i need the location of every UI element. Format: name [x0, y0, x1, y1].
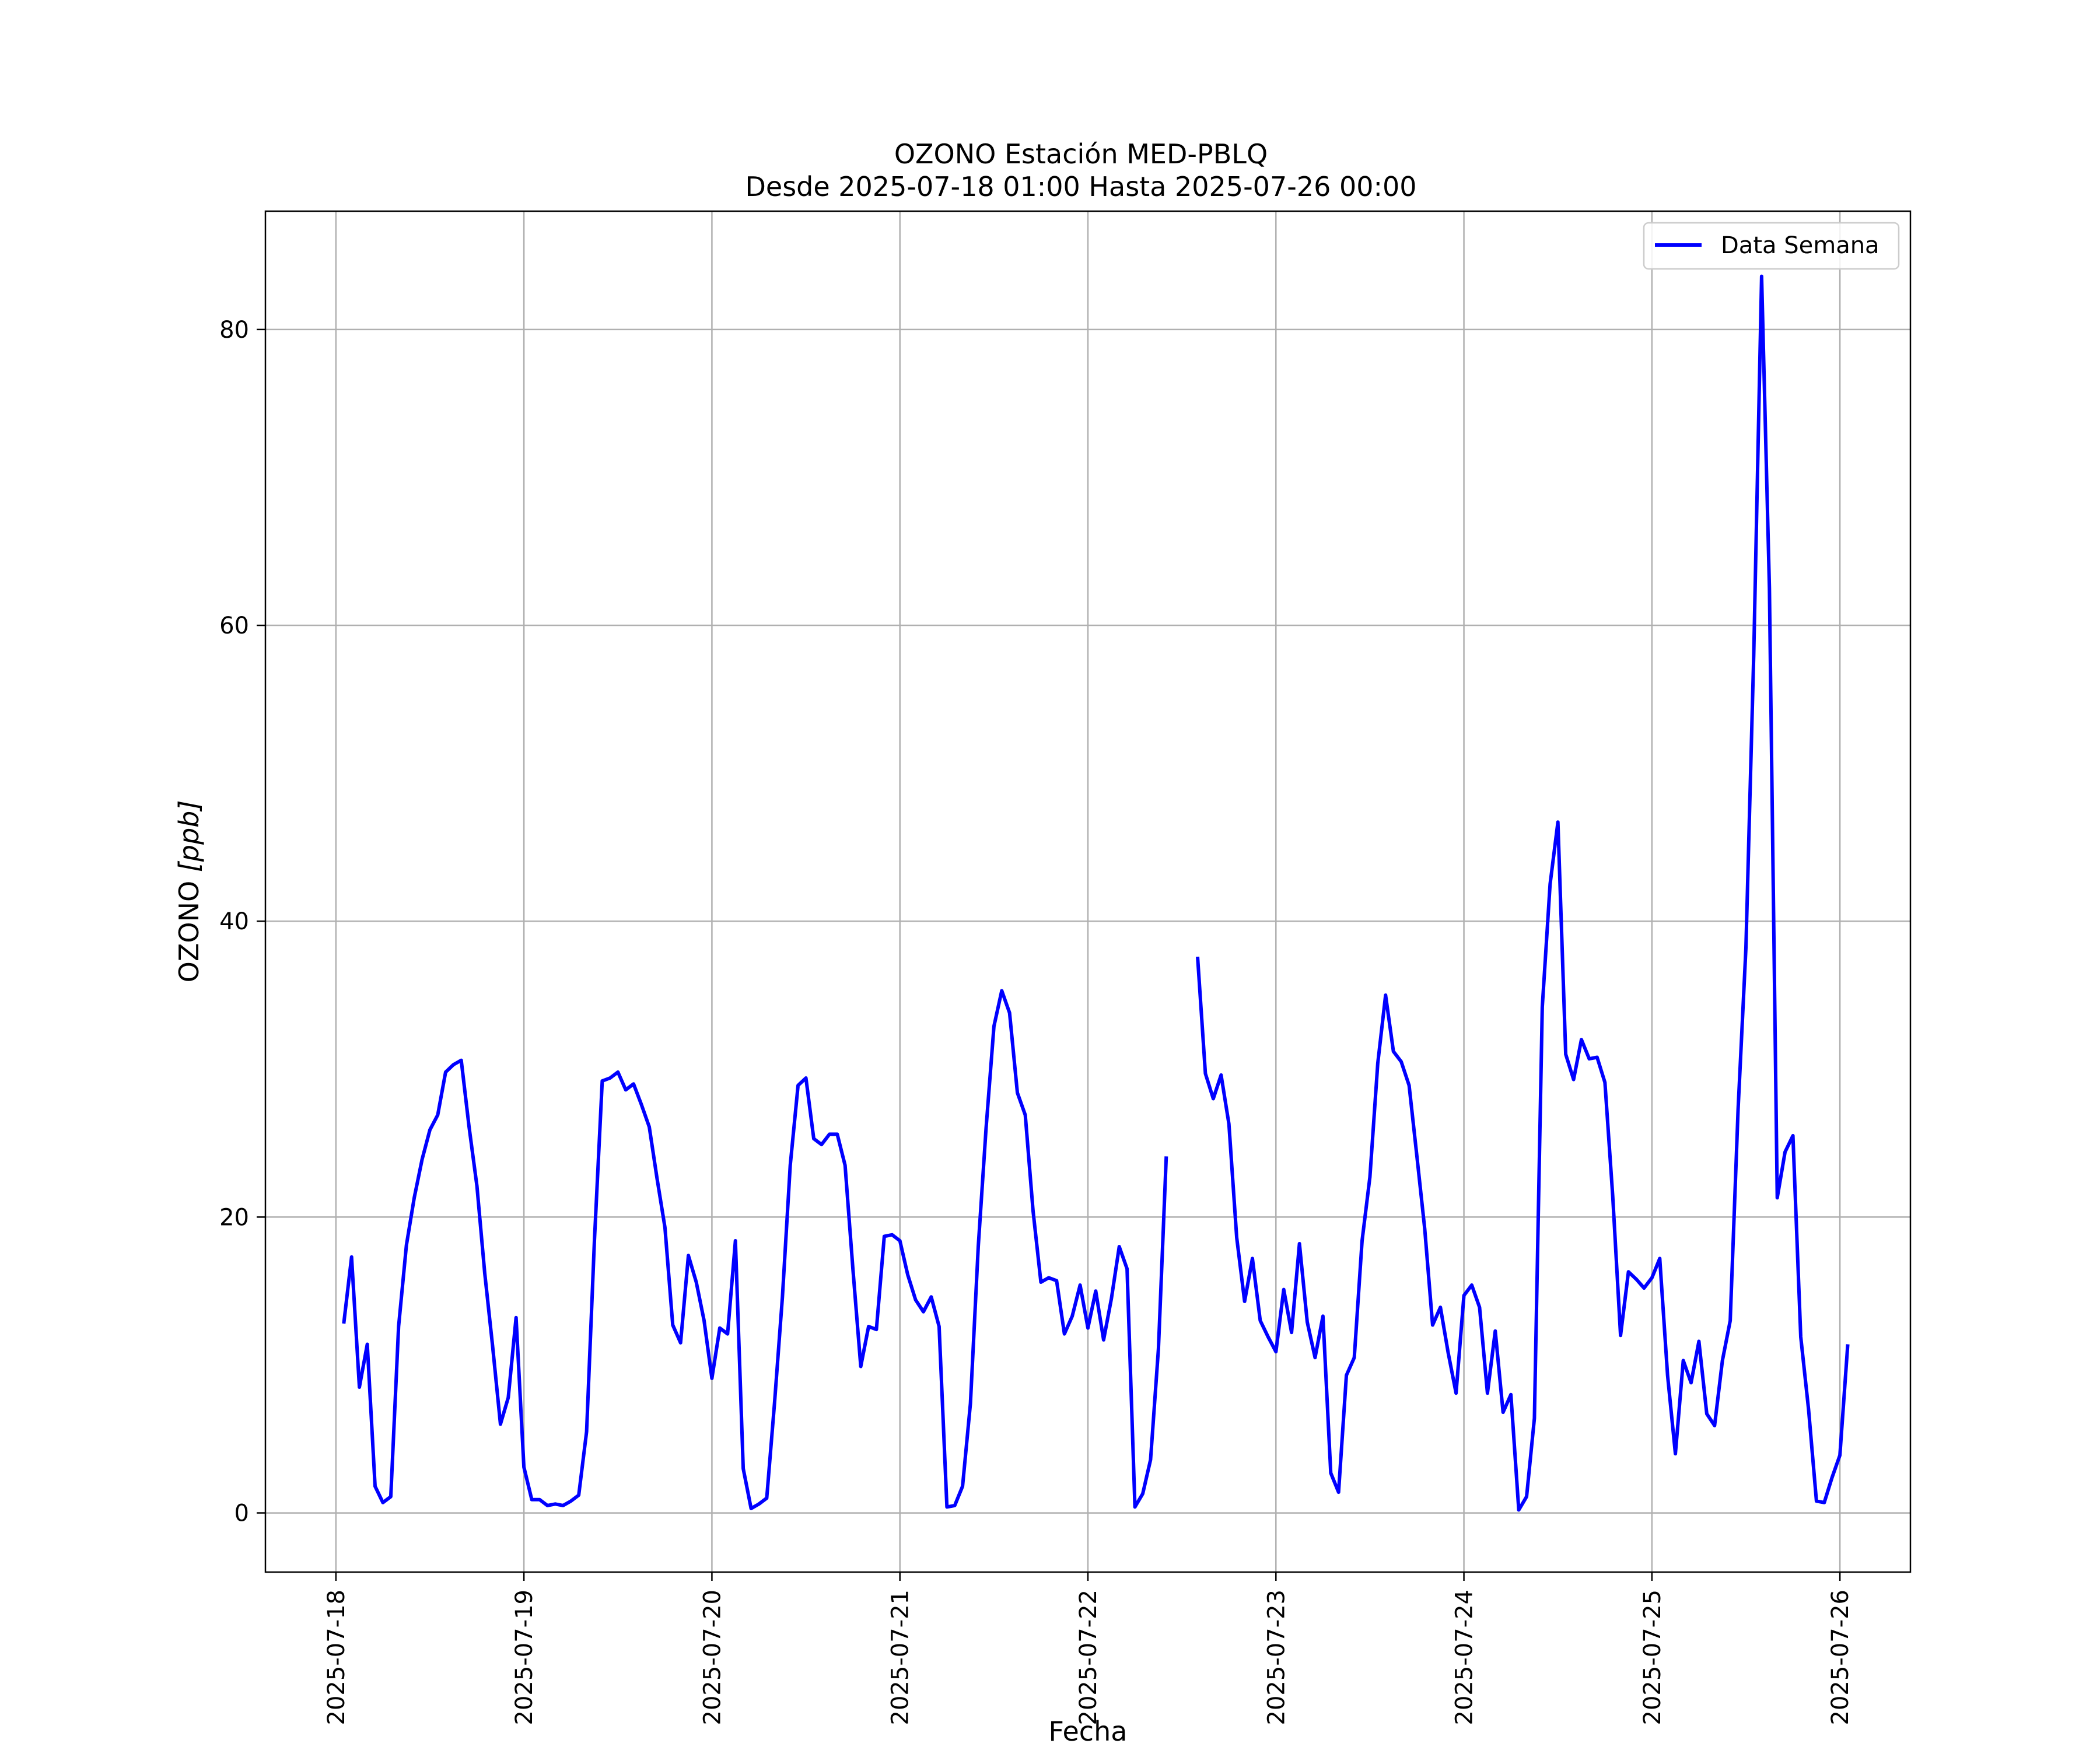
x-tick-label-2025-07-22: 2025-07-22 [1075, 1590, 1102, 1725]
legend-entry-data-semana: Data Semana [1721, 232, 1880, 259]
y-axis-label: OZONO [ppb] [173, 800, 205, 983]
grid-lines [265, 211, 1910, 1572]
series-layer [342, 274, 1850, 1512]
chart-title: OZONO Estación MED-PBLQ [894, 138, 1268, 170]
x-axis-ticks: 2025-07-18 2025-07-19 2025-07-20 2025-07-21… [323, 1572, 1854, 1725]
y-tick-label-80: 80 [219, 317, 249, 344]
y-tick-label-60: 60 [219, 612, 249, 639]
y-tick-label-0: 0 [235, 1500, 249, 1527]
y-tick-label-40: 40 [219, 908, 249, 935]
series-line-0-segment-0 [342, 989, 1168, 1510]
x-tick-label-2025-07-20: 2025-07-20 [699, 1590, 726, 1725]
legend: Data Semana [1643, 222, 1900, 270]
legend-box [1643, 222, 1900, 270]
y-axis-ticks: 0 20 40 60 80 [219, 317, 265, 1527]
y-tick-label-20: 20 [219, 1204, 249, 1231]
x-tick-label-2025-07-24: 2025-07-24 [1451, 1590, 1478, 1725]
chart-subtitle: Desde 2025-07-18 01:00 Hasta 2025-07-26 … [745, 171, 1416, 202]
x-axis-label: Fecha [1049, 1716, 1128, 1747]
y-axis-label-main: OZONO [173, 872, 205, 982]
x-tick-label-2025-07-23: 2025-07-23 [1263, 1590, 1290, 1725]
x-tick-label-2025-07-26: 2025-07-26 [1827, 1590, 1854, 1725]
y-axis-label-unit: [ppb] [173, 800, 205, 873]
x-tick-label-2025-07-19: 2025-07-19 [511, 1590, 538, 1725]
x-tick-label-2025-07-18: 2025-07-18 [323, 1590, 350, 1725]
series-line-0-segment-1 [1196, 274, 1850, 1512]
x-tick-label-2025-07-21: 2025-07-21 [887, 1590, 914, 1725]
x-tick-label-2025-07-25: 2025-07-25 [1639, 1590, 1666, 1725]
